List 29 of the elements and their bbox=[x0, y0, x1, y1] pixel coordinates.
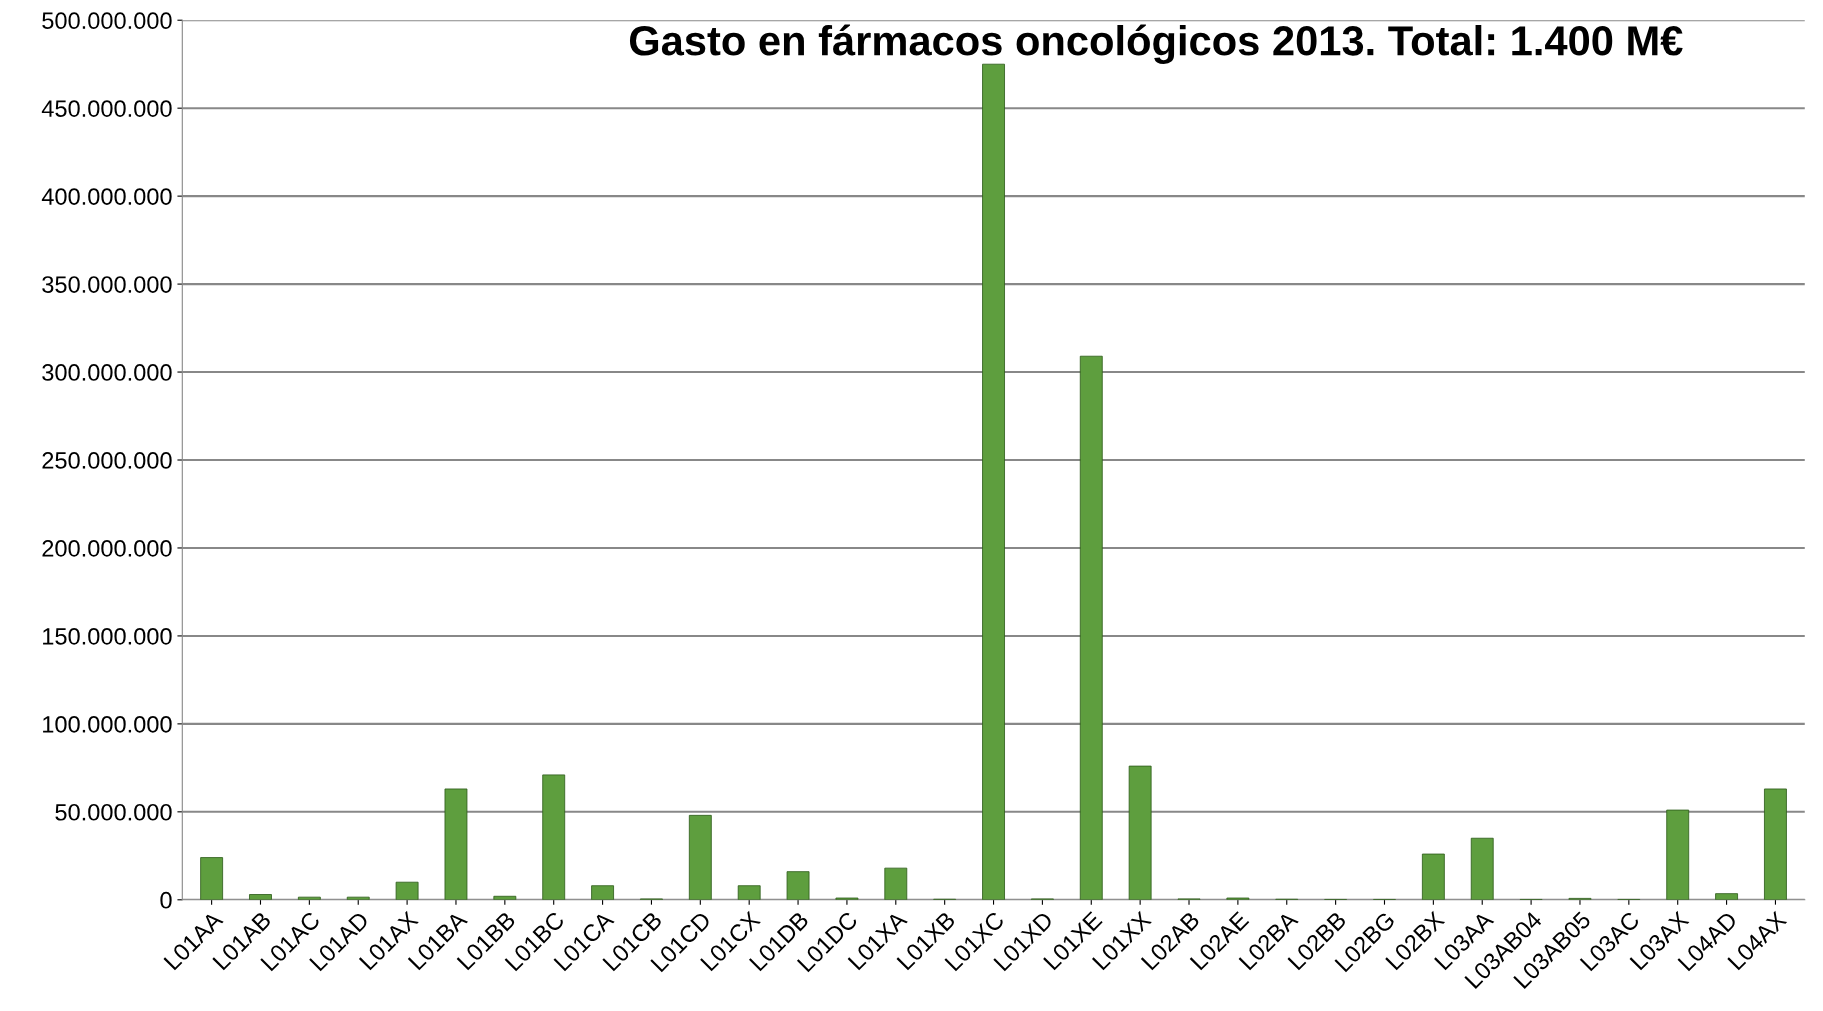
bar bbox=[542, 774, 566, 900]
bar bbox=[1666, 809, 1690, 900]
y-tick-label: 400.000.000 bbox=[41, 188, 172, 205]
y-tick-label: 150.000.000 bbox=[43, 627, 172, 645]
bar bbox=[688, 814, 712, 900]
bar bbox=[444, 788, 468, 900]
bar bbox=[1470, 837, 1494, 900]
y-tick-label: 250.000.000 bbox=[42, 452, 172, 469]
bar bbox=[786, 871, 810, 900]
bar bbox=[591, 885, 614, 900]
chart-title: Gasto en fármacos oncológicos 2013. Total: 1.400 M€ bbox=[629, 24, 1683, 65]
y-tick-label: 300.000.000 bbox=[42, 364, 172, 381]
y-tick-label: 50.000.000 bbox=[55, 803, 172, 821]
y-tick-label: 0 bbox=[160, 891, 172, 909]
y-tick-label: 500.000.000 bbox=[42, 12, 172, 30]
y-tick-label: 200.000.000 bbox=[42, 540, 172, 557]
bar bbox=[1128, 765, 1152, 900]
y-tick-label: 100.000.000 bbox=[43, 715, 172, 733]
bar bbox=[982, 63, 1005, 900]
bar bbox=[200, 857, 224, 900]
bar bbox=[737, 885, 761, 900]
y-tick-label: 450.000.000 bbox=[41, 100, 172, 117]
bar bbox=[395, 881, 419, 900]
bar bbox=[884, 867, 908, 900]
bar bbox=[1079, 355, 1103, 900]
y-tick-label: 350.000.000 bbox=[42, 276, 172, 293]
bar bbox=[1715, 893, 1738, 900]
bar bbox=[1764, 788, 1787, 900]
bar bbox=[1421, 853, 1445, 900]
